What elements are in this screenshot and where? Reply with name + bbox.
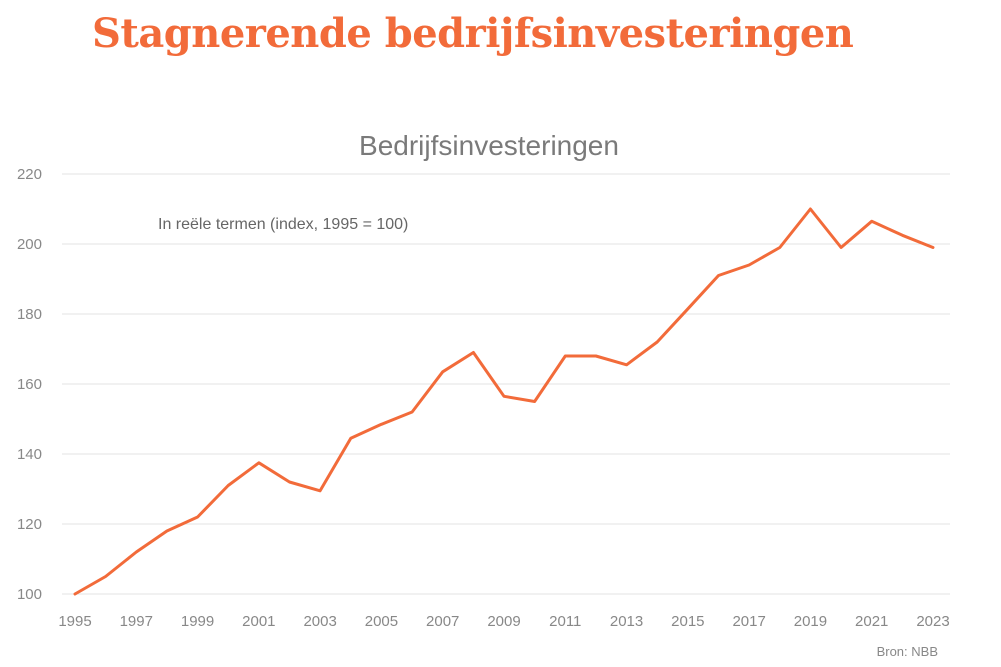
x-tick-label: 2001 <box>242 613 275 630</box>
x-tick-label: 2021 <box>855 613 888 630</box>
x-tick-label: 2003 <box>303 613 336 630</box>
y-tick-label: 160 <box>17 376 42 393</box>
source-note: Bron: NBB <box>876 644 938 659</box>
x-tick-label: 2009 <box>487 613 520 630</box>
x-tick-label: 2005 <box>365 613 398 630</box>
y-tick-label: 220 <box>17 166 42 183</box>
x-tick-label: 2019 <box>794 613 827 630</box>
headline: Stagnerende bedrijfsinvesteringen <box>92 10 854 57</box>
x-tick-label: 2015 <box>671 613 704 630</box>
y-tick-label: 100 <box>17 586 42 603</box>
chart-title: Bedrijfsinvesteringen <box>359 130 619 161</box>
x-axis-ticks: 1995 1997 1999 2001 2003 2005 2007 2009 2011 2013… <box>58 613 949 630</box>
y-axis-ticks: 100 120 140 160 180 200 220 <box>17 166 42 603</box>
x-tick-label: 1997 <box>120 613 153 630</box>
x-tick-label: 2023 <box>916 613 949 630</box>
series-line-0 <box>73 207 935 596</box>
x-tick-label: 1999 <box>181 613 214 630</box>
x-tick-label: 1995 <box>58 613 91 630</box>
y-tick-label: 180 <box>17 306 42 323</box>
x-tick-label: 2017 <box>732 613 765 630</box>
y-tick-label: 140 <box>17 446 42 463</box>
chart-annotation: In reële termen (index, 1995 = 100) <box>158 216 409 233</box>
y-tick-label: 200 <box>17 236 42 253</box>
x-tick-label: 2013 <box>610 613 643 630</box>
series-lines <box>73 207 935 596</box>
y-tick-label: 120 <box>17 516 42 533</box>
x-tick-label: 2011 <box>549 613 581 630</box>
gridlines <box>62 173 950 595</box>
x-tick-label: 2007 <box>426 613 459 630</box>
